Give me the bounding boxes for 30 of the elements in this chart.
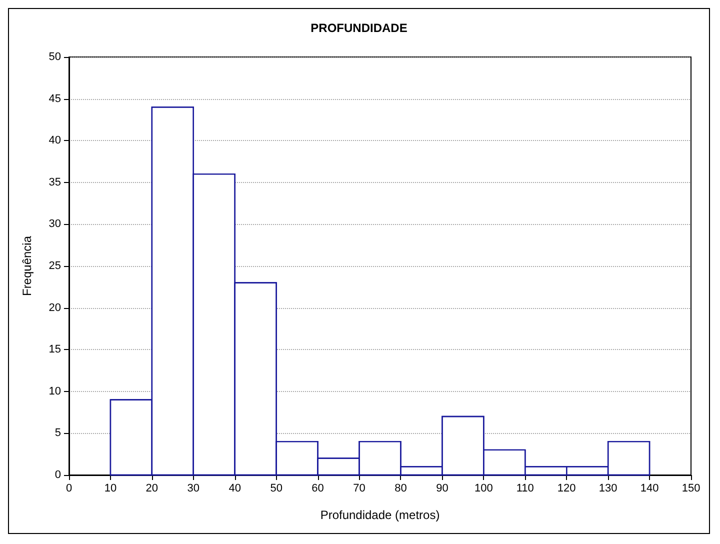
x-tick-label: 70 — [353, 482, 366, 494]
y-tick-label: 40 — [48, 134, 61, 147]
y-tick-label: 30 — [48, 218, 61, 230]
x-tick-label: 100 — [474, 482, 493, 494]
y-tick-label: 35 — [48, 176, 61, 188]
x-tick-label: 140 — [640, 482, 659, 494]
x-tick-label: 90 — [436, 482, 448, 494]
x-tick-label: 80 — [394, 482, 407, 494]
y-tick-label: 45 — [48, 92, 61, 105]
y-tick-label: 0 — [54, 469, 61, 481]
y-tick-label: 50 — [48, 51, 61, 63]
x-axis-title: Profundidade (metros) — [320, 508, 440, 522]
x-tick-label: 20 — [146, 482, 158, 494]
x-tick-label: 30 — [187, 482, 200, 494]
y-tick-label: 5 — [54, 427, 61, 440]
y-tick-label: 25 — [48, 260, 61, 272]
x-tick-label: 40 — [228, 482, 241, 494]
x-tick-label: 150 — [682, 482, 700, 494]
x-tick-label: 0 — [66, 482, 72, 494]
y-tick-label: 20 — [48, 302, 61, 314]
y-axis-title: Frequência — [20, 236, 34, 296]
y-tick-label: 10 — [48, 385, 61, 398]
chart-title: PROFUNDIDADE — [310, 21, 408, 35]
x-tick-label: 110 — [516, 482, 534, 494]
x-tick-label: 50 — [270, 482, 282, 494]
x-tick-label: 130 — [598, 482, 618, 494]
x-tick-label: 60 — [312, 482, 324, 494]
x-tick-label: 10 — [104, 482, 117, 494]
y-tick-label: 15 — [48, 344, 61, 356]
x-tick-label: 120 — [557, 482, 576, 494]
